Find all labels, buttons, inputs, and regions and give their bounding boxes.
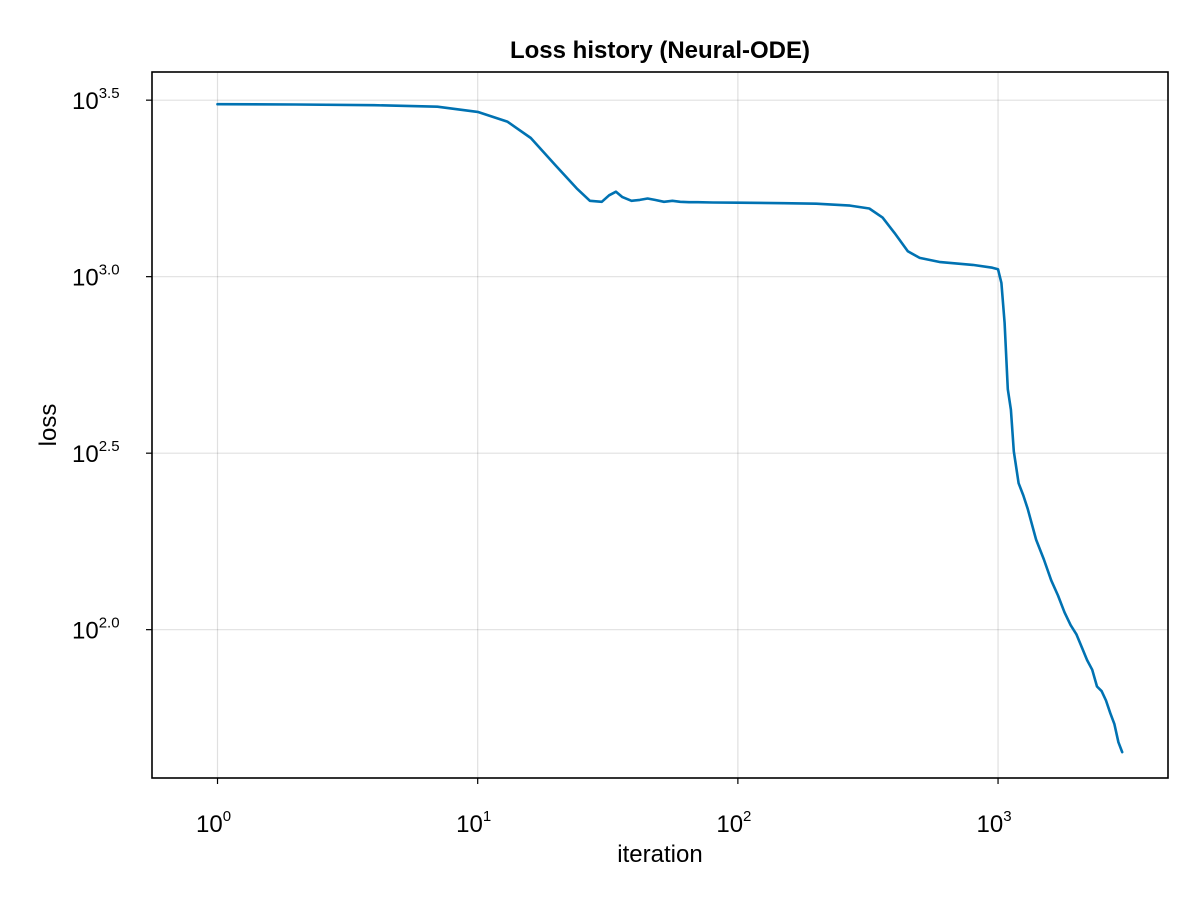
x-tick-exponent: 0: [223, 808, 231, 825]
y-tick-exponent: 3.5: [99, 85, 120, 102]
y-tick-base: 10: [72, 618, 99, 645]
series-layer: [216, 102, 1124, 754]
y-tick-exponent: 2.0: [99, 615, 120, 632]
y-tick-label: 102.5: [72, 438, 120, 468]
x-tick-base: 10: [456, 811, 483, 838]
x-tick-base: 10: [977, 811, 1004, 838]
y-tick-label: 103.0: [72, 262, 120, 292]
y-axis-label: loss: [35, 404, 62, 447]
x-tick-label: 102: [716, 808, 751, 838]
x-tick-exponent: 1: [483, 808, 491, 825]
x-tick-exponent: 2: [743, 808, 751, 825]
y-tick-exponent: 2.5: [99, 438, 120, 455]
x-tick-label: 100: [196, 808, 231, 838]
y-tick-base: 10: [72, 441, 99, 468]
x-tick-label: 103: [977, 808, 1012, 838]
y-tick-label: 102.0: [72, 615, 120, 645]
grid: [152, 72, 1168, 778]
x-tick-base: 10: [716, 811, 743, 838]
x-tick-label: 101: [456, 808, 491, 838]
x-axis-label: iteration: [617, 841, 702, 868]
chart-title: Loss history (Neural-ODE): [510, 37, 810, 64]
loss-series-line: [216, 102, 1124, 754]
y-tick-exponent: 3.0: [99, 262, 120, 279]
plot-frame: [151, 71, 1169, 779]
y-tick-base: 10: [72, 88, 99, 115]
y-tick-label: 103.5: [72, 85, 120, 115]
y-tick-base: 10: [72, 265, 99, 292]
x-tick-base: 10: [196, 811, 223, 838]
x-tick-exponent: 3: [1003, 808, 1011, 825]
